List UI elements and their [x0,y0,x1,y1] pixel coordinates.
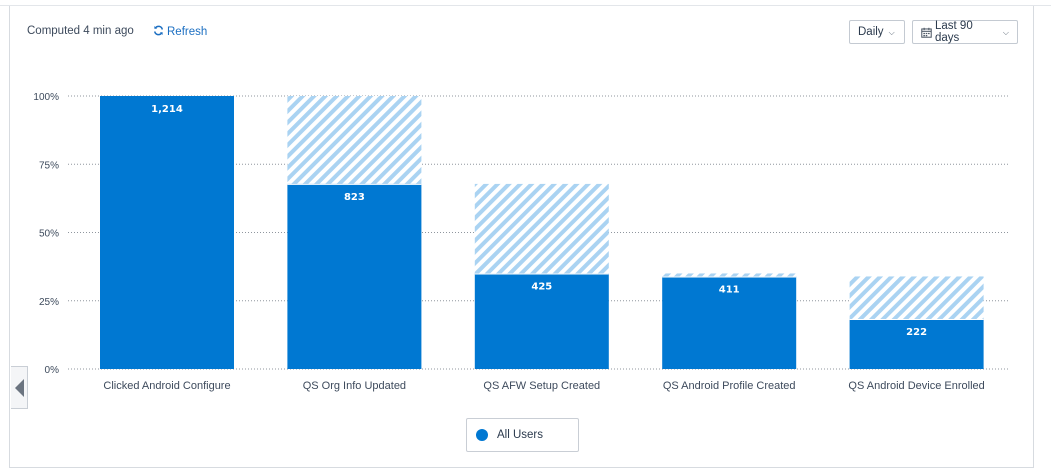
chevron-down-icon: ⌵ [888,28,895,37]
refresh-icon [153,25,164,39]
legend-label: All Users [497,429,544,441]
bar-value-label: 222 [906,327,927,338]
computed-status: Computed 4 min ago [27,25,134,37]
x-category-label: QS AFW Setup Created [483,380,600,392]
interval-dropdown[interactable]: Daily ⌵ [849,20,905,44]
chevron-left-icon [14,378,24,397]
bar-value-label: 411 [719,284,740,295]
conversion-bar[interactable] [662,276,797,369]
bar-value-label: 823 [344,192,365,203]
y-tick-label: 100% [33,92,59,103]
conversion-bar[interactable] [849,319,984,369]
x-category-label: QS Org Info Updated [303,380,406,392]
y-tick-label: 50% [39,229,59,240]
top-divider [0,5,1051,6]
conversion-bar[interactable] [474,273,609,369]
interval-label: Daily [858,26,884,38]
x-category-label: QS Android Device Enrolled [848,380,984,392]
x-category-label: QS Android Profile Created [663,380,796,392]
x-category-label: Clicked Android Configure [103,380,230,392]
date-range-label: Last 90 days [935,20,973,44]
funnel-chart: 0% 25% 50% 75% 100% 1,214 Clicked Android Conf… [33,92,1010,392]
conversion-bar[interactable] [287,183,422,369]
date-range-dropdown[interactable]: Last 90 days ⌵ [912,20,1018,44]
dropoff-bar[interactable] [287,96,422,184]
legend-item-all-users[interactable]: All Users [466,418,579,452]
legend-swatch [476,429,488,441]
dropoff-bar[interactable] [474,183,609,274]
dropoff-bar[interactable] [849,276,984,320]
dropoff-bar[interactable] [662,273,797,277]
bar-value-label: 425 [531,281,552,292]
refresh-button[interactable]: Refresh [153,25,207,39]
calendar-icon [921,27,932,38]
y-tick-label: 0% [45,365,60,376]
collapse-panel-button[interactable] [11,366,28,409]
conversion-bar[interactable] [100,96,234,369]
chevron-down-icon: ⌵ [1002,28,1009,37]
refresh-label: Refresh [167,26,208,38]
y-tick-label: 25% [39,297,59,308]
y-tick-label: 75% [39,160,59,171]
bar-value-label: 1,214 [151,104,183,115]
